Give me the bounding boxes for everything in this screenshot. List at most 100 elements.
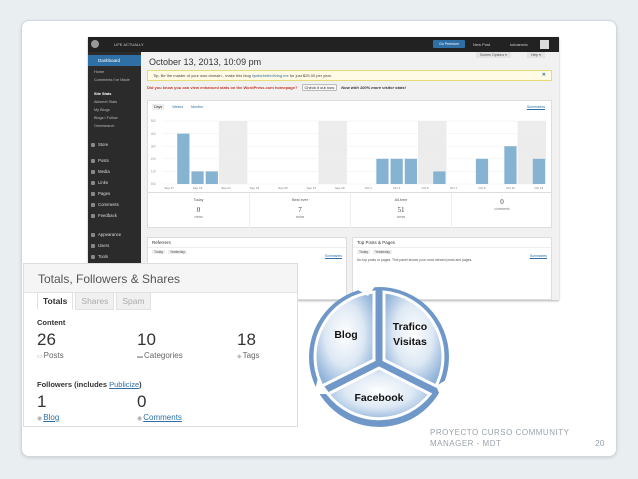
check-it-out-button[interactable]: Check it out now	[301, 84, 338, 91]
arrow-head-left	[314, 378, 330, 394]
sidebar-item-users[interactable]: Users	[90, 243, 110, 248]
referrers-tabs: Today Yesterday	[148, 248, 346, 256]
tip-domain-link[interactable]: lipsforbetterliving.me	[252, 73, 289, 78]
tab-spam[interactable]: Spam	[116, 292, 151, 310]
notice-text: Did you know you can view enhanced stats…	[147, 85, 298, 90]
categories-label: ▬Categories	[137, 351, 183, 360]
close-icon[interactable]: ✕	[541, 72, 546, 78]
tab-weeks[interactable]: Weeks	[172, 105, 184, 109]
notice-tail: Now with 100% more visitor stats!	[341, 85, 406, 90]
sidebar-item-tools[interactable]: Tools	[90, 254, 109, 259]
segment-label-facebook: Facebook	[354, 392, 404, 404]
blog-followers-link[interactable]: Blog	[43, 413, 60, 422]
sidebar-sub-site-stats[interactable]: Site Stats	[94, 92, 112, 96]
chart-bar	[191, 171, 204, 184]
tab-today[interactable]: Today	[357, 250, 371, 254]
x-tick-label: Sep 17	[164, 186, 174, 190]
comment-followers-link[interactable]: Comments	[143, 413, 182, 422]
footer-text: PROYECTO CURSO COMMUNITY MANAGER - MDT	[430, 428, 570, 448]
stat-value: 7	[298, 206, 302, 214]
y-tick-label: 4.0	[151, 132, 156, 136]
publicize-link[interactable]: Publicize	[109, 380, 140, 389]
tab-yesterday[interactable]: Yesterday	[373, 250, 393, 254]
x-tick-label: Oct 11	[506, 186, 515, 190]
x-tick-label: Oct 9	[478, 186, 486, 190]
sidebar-sub-comments[interactable]: Comments I've Made	[94, 78, 130, 82]
sidebar-item-links[interactable]: Links	[90, 180, 109, 185]
sidebar-item-feedback[interactable]: Feedback	[91, 213, 117, 218]
categories-count: 10	[137, 330, 156, 349]
x-tick-label: Oct 1	[365, 186, 373, 190]
followers-label: Followers (includes	[37, 380, 110, 389]
totals-tabs: Totals Shares Spam	[37, 292, 153, 310]
cycle-diagram: Blog Trafico Visitas Facebook	[296, 282, 462, 437]
wordpress-stats-screenshot: LIFE ACTUALLY Go Premium New Post kubaen…	[88, 37, 559, 300]
x-tick-label: Sep 25	[278, 186, 288, 190]
blog-icon: ◉	[37, 416, 43, 422]
stat-comments: 0 comments	[451, 193, 552, 228]
admin-bar: LIFE ACTUALLY Go Premium New Post kubaen…	[88, 37, 559, 52]
segment-trafico	[382, 290, 445, 389]
wordpress-logo-icon[interactable]	[91, 40, 99, 48]
referrers-summaries-link[interactable]: Summaries	[324, 254, 342, 258]
stat-title: Today	[193, 198, 204, 202]
avatar[interactable]	[540, 40, 549, 49]
new-post-link[interactable]: New Post	[473, 42, 491, 47]
totals-followers-panel: Totals, Followers & Shares Totals Shares S…	[23, 263, 298, 427]
followers-heading: Followers (includes Publicize)	[37, 380, 142, 389]
help-button[interactable]: Help ▾	[527, 52, 545, 58]
segment-label-blog: Blog	[334, 329, 358, 341]
chart-bar	[376, 158, 389, 184]
summaries-link[interactable]: Summaries	[526, 105, 545, 109]
views-chart-panel: Days Weeks Months Summaries 5.0 4.0 3.0 2.0…	[147, 100, 552, 193]
sidebar-sub-home[interactable]: Home	[94, 70, 105, 74]
sidebar-sub-blogs-follow[interactable]: Blogs I Follow	[94, 116, 118, 120]
chart-bar	[177, 133, 190, 184]
tab-shares[interactable]: Shares	[75, 292, 115, 310]
tab-totals[interactable]: Totals	[37, 292, 74, 310]
sidebar-item-media[interactable]: Media	[91, 169, 110, 174]
site-name[interactable]: LIFE ACTUALLY	[114, 42, 144, 47]
stat-title: All-time	[394, 198, 408, 202]
tags-count: 18	[237, 330, 256, 349]
totals-title: Totals, Followers & Shares	[24, 264, 297, 293]
chart-bar	[433, 171, 446, 184]
stat-value: 0	[196, 206, 201, 214]
top-posts-tabs: Today Yesterday	[353, 248, 551, 256]
tags-label: ◈Tags	[237, 351, 260, 360]
referrers-title: Referrers	[148, 238, 346, 248]
sidebar-sub-my-blogs[interactable]: My Blogs	[94, 108, 110, 112]
sidebar-item-comments[interactable]: Comments	[91, 202, 119, 207]
tab-months[interactable]: Months	[191, 105, 203, 109]
tip-price: for just $25.00 per year.	[288, 73, 332, 78]
sidebar-item-appearance[interactable]: Appearance	[90, 232, 122, 237]
tab-days[interactable]: Days	[152, 104, 165, 110]
sidebar-sub-omnisearch[interactable]: Omnisearch	[94, 124, 115, 128]
sidebar-item-pages[interactable]: Pages	[90, 191, 111, 196]
chart-bar	[475, 158, 489, 184]
user-name[interactable]: kubaenria	[510, 42, 528, 47]
stat-unit: views	[194, 215, 203, 219]
cycle-segments	[313, 290, 445, 421]
y-tick-label: 0.0	[151, 182, 156, 186]
x-tick-label: Sep 27	[307, 186, 317, 190]
top-posts-title: Top Posts & Pages	[353, 238, 551, 248]
tab-yesterday[interactable]: Yesterday	[168, 250, 188, 254]
sidebar-sub-akismet[interactable]: Akismet Stats	[94, 100, 118, 104]
segment-label-trafico: Trafico Visitas	[392, 321, 428, 348]
screen-options-button[interactable]: Screen Options ▾	[476, 52, 511, 58]
folder-icon: ▬	[137, 354, 143, 360]
sidebar-item-dashboard[interactable]: Dashboard	[88, 55, 141, 66]
tab-today[interactable]: Today	[152, 250, 166, 254]
followers-close: )	[139, 380, 142, 389]
x-tick-label: Sep 19	[193, 186, 203, 190]
y-tick-label: 1.0	[151, 170, 156, 174]
sidebar-item-posts[interactable]: Posts	[91, 158, 109, 163]
x-tick-label: Oct 5	[422, 186, 430, 190]
go-premium-button[interactable]: Go Premium	[433, 40, 465, 48]
stats-summary-row: Today 0 views Best ever 7 views All-time…	[147, 193, 552, 228]
arrow-head-top	[358, 285, 376, 296]
admin-sidebar: Dashboard Home Comments I've Made Site S…	[88, 52, 141, 300]
top-posts-summaries-link[interactable]: Summaries	[529, 254, 547, 258]
sidebar-item-store[interactable]: Store	[90, 142, 109, 147]
